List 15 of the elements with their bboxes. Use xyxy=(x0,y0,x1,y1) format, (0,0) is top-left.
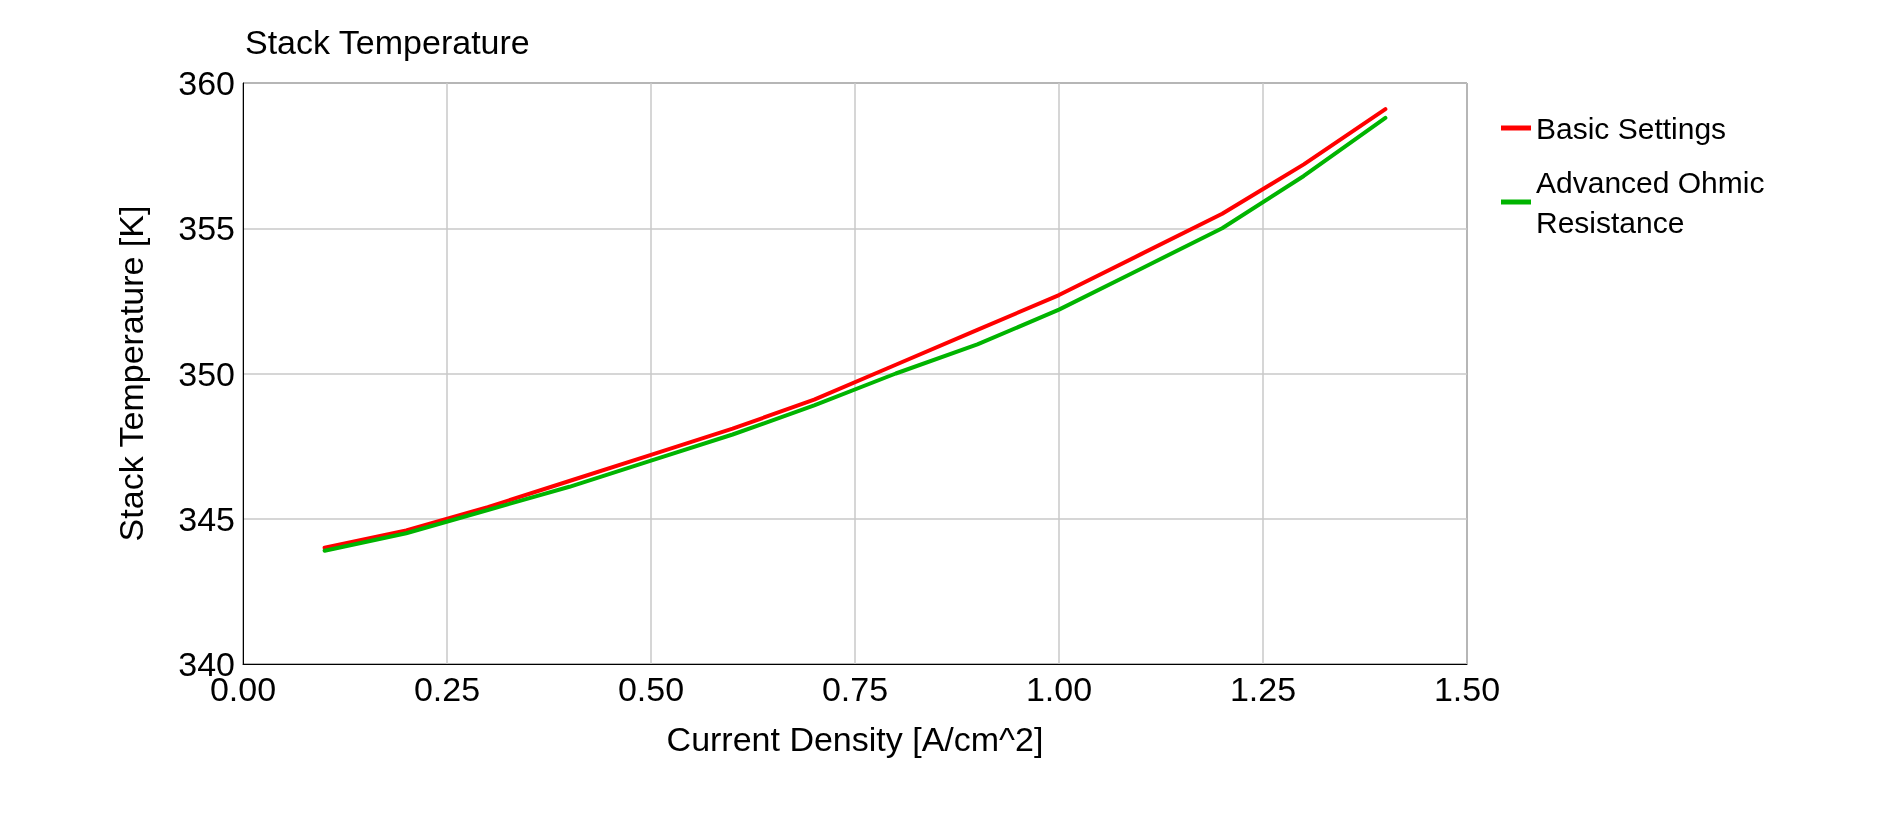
y-axis-title: Stack Temperature [K] xyxy=(112,205,150,542)
y-tick-label: 350 xyxy=(178,354,235,393)
legend-label: Advanced Ohmic Resistance xyxy=(1536,165,1773,239)
x-tick-label: 0.25 xyxy=(413,670,481,708)
x-tick-label: 0.75 xyxy=(821,670,889,708)
x-axis-title: Current Density [A/cm^2] xyxy=(666,720,1044,758)
x-tick-label: 1.00 xyxy=(1025,670,1093,708)
y-tick-label: 345 xyxy=(178,499,235,538)
y-tick-label: 360 xyxy=(178,64,235,102)
y-tick-label: 355 xyxy=(178,209,235,248)
chart-title: Stack Temperature xyxy=(245,23,530,61)
x-tick-label: 1.50 xyxy=(1433,670,1501,708)
legend-label: Basic Settings xyxy=(1536,111,1727,145)
x-tick-label: 0.50 xyxy=(617,670,685,708)
x-tick-label: 1.25 xyxy=(1229,670,1297,708)
